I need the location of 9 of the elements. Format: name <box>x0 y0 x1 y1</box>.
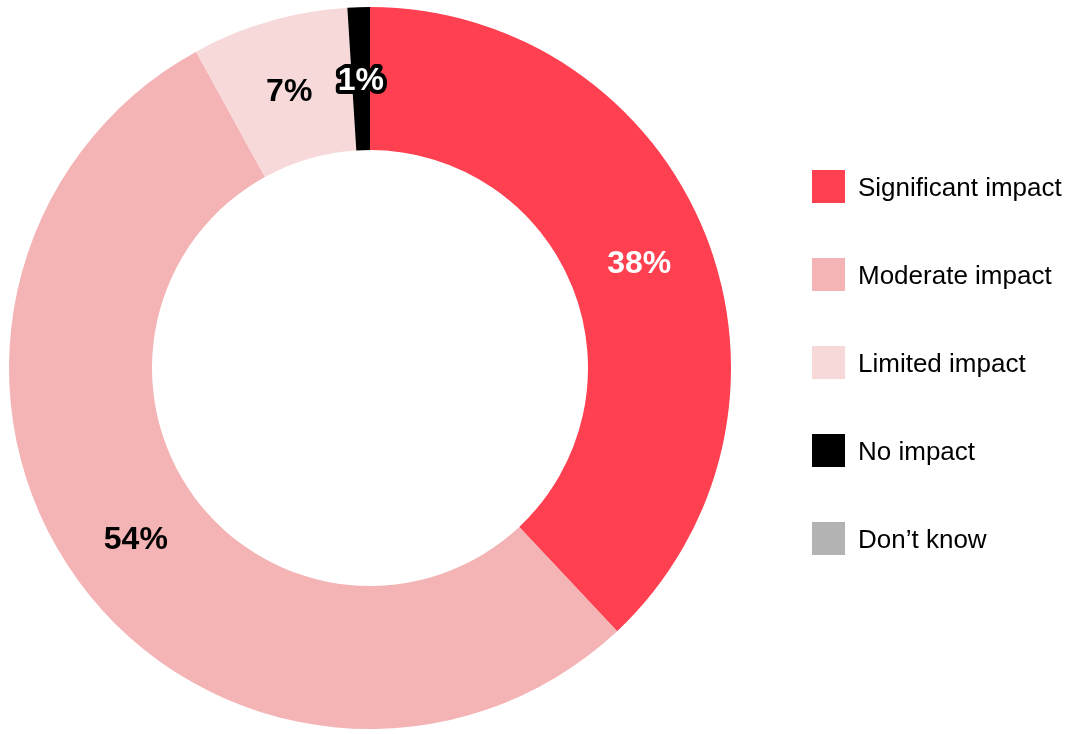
legend-label: No impact <box>858 436 976 467</box>
legend-label: Don’t know <box>858 524 987 555</box>
legend-label: Significant impact <box>858 172 1063 203</box>
data-label: 7% <box>266 72 313 109</box>
data-label: 54% <box>103 520 168 557</box>
legend-label: Limited impact <box>858 348 1027 379</box>
data-label: 1% <box>337 60 385 97</box>
legend-label: Moderate impact <box>858 260 1053 291</box>
data-label: 38% <box>607 243 672 280</box>
